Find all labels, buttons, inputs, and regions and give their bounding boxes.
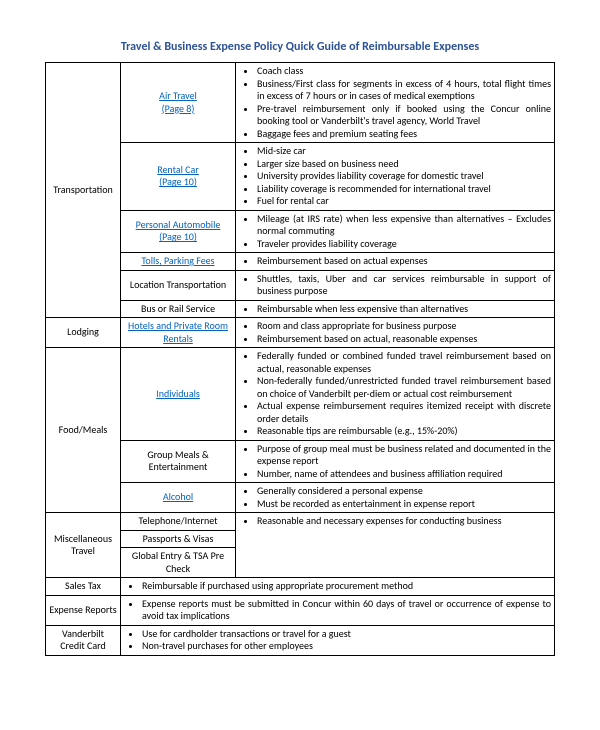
list-item: Reimbursement based on actual, reasonabl… xyxy=(257,333,551,346)
detail-alcohol: Generally considered a personal expenseM… xyxy=(236,483,555,513)
detail-misc: Reasonable and necessary expenses for co… xyxy=(236,513,555,578)
detail-individuals: Federally funded or combined funded trav… xyxy=(236,348,555,441)
detail-auto: Mileage (at IRS rate) when less expensiv… xyxy=(236,210,555,253)
detail-tolls: Reimbursement based on actual expenses xyxy=(236,253,555,271)
sub-rental[interactable]: Rental Car (Page 10) xyxy=(121,143,236,211)
list-item: Reasonable tips are reimbursable (e.g., … xyxy=(257,425,551,438)
category-misc: Miscellaneous Travel xyxy=(46,513,121,578)
detail-air: Coach classBusiness/First class for segm… xyxy=(236,63,555,143)
list-item: Actual expense reimbursement requires it… xyxy=(257,400,551,425)
detail-hotels: Room and class appropriate for business … xyxy=(236,318,555,348)
list-item: Expense reports must be submitted in Con… xyxy=(142,598,551,623)
sub-tolls[interactable]: Tolls, Parking Fees xyxy=(121,253,236,271)
sub-groupmeals: Group Meals & Entertainment xyxy=(121,440,236,483)
list-item: Traveler provides liability coverage xyxy=(257,238,551,251)
detail-groupmeals: Purpose of group meal must be business r… xyxy=(236,440,555,483)
list-item: Business/First class for segments in exc… xyxy=(257,78,551,103)
sub-passports: Passports & Visas xyxy=(121,530,236,548)
sub-location: Location Transportation xyxy=(121,270,236,300)
list-item: Reasonable and necessary expenses for co… xyxy=(257,515,551,528)
list-item: Number, name of attendees and business a… xyxy=(257,468,551,481)
detail-salestax: Reimbursable if purchased using appropri… xyxy=(121,578,555,596)
page-title: Travel & Business Expense Policy Quick G… xyxy=(45,40,555,54)
detail-card: Use for cardholder transactions or trave… xyxy=(121,625,555,655)
list-item: Room and class appropriate for business … xyxy=(257,320,551,333)
list-item: Mid-size car xyxy=(257,145,551,158)
detail-location: Shuttles, taxis, Uber and car services r… xyxy=(236,270,555,300)
list-item: Pre-travel reimbursement only if booked … xyxy=(257,103,551,128)
list-item: Reimbursable if purchased using appropri… xyxy=(142,580,551,593)
list-item: Coach class xyxy=(257,65,551,78)
list-item: Fuel for rental car xyxy=(257,195,551,208)
category-transportation: Transportation xyxy=(46,63,121,318)
sub-auto[interactable]: Personal Automobile (Page 10) xyxy=(121,210,236,253)
list-item: Mileage (at IRS rate) when less expensiv… xyxy=(257,213,551,238)
list-item: University provides liability coverage f… xyxy=(257,170,551,183)
sub-alcohol[interactable]: Alcohol xyxy=(121,483,236,513)
sub-hotels[interactable]: Hotels and Private Room Rentals xyxy=(121,318,236,348)
list-item: Baggage fees and premium seating fees xyxy=(257,128,551,141)
list-item: Reimbursement based on actual expenses xyxy=(257,255,551,268)
list-item: Reimbursable when less expensive than al… xyxy=(257,303,551,316)
sub-bus: Bus or Rail Service xyxy=(121,300,236,318)
category-lodging: Lodging xyxy=(46,318,121,348)
category-food: Food/Meals xyxy=(46,348,121,513)
detail-bus: Reimbursable when less expensive than al… xyxy=(236,300,555,318)
sub-telephone: Telephone/Internet xyxy=(121,513,236,531)
expense-table: Transportation Air Travel (Page 8) Coach… xyxy=(45,62,555,656)
category-card: Vanderbilt Credit Card xyxy=(46,625,121,655)
list-item: Shuttles, taxis, Uber and car services r… xyxy=(257,273,551,298)
detail-rental: Mid-size carLarger size based on busines… xyxy=(236,143,555,211)
list-item: Purpose of group meal must be business r… xyxy=(257,443,551,468)
list-item: Federally funded or combined funded trav… xyxy=(257,350,551,375)
detail-expense: Expense reports must be submitted in Con… xyxy=(121,595,555,625)
category-salestax: Sales Tax xyxy=(46,578,121,596)
list-item: Must be recorded as entertainment in exp… xyxy=(257,498,551,511)
sub-individuals[interactable]: Individuals xyxy=(121,348,236,441)
list-item: Non-federally funded/unrestricted funded… xyxy=(257,375,551,400)
list-item: Non-travel purchases for other employees xyxy=(142,640,551,653)
category-expense: Expense Reports xyxy=(46,595,121,625)
sub-air[interactable]: Air Travel (Page 8) xyxy=(121,63,236,143)
list-item: Generally considered a personal expense xyxy=(257,485,551,498)
sub-global: Global Entry & TSA Pre Check xyxy=(121,548,236,578)
